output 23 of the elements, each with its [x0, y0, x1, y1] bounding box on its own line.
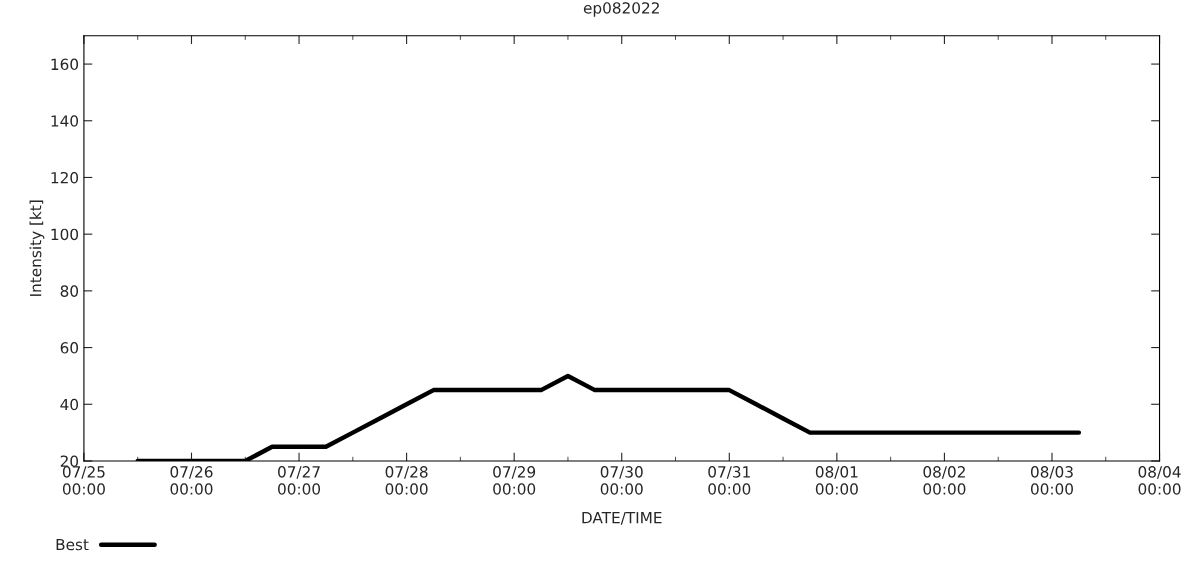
x-tick-label: 08/04 00:00	[1138, 466, 1181, 495]
x-tick-label: 07/29 00:00	[493, 466, 536, 495]
x-tick-label: 07/31 00:00	[708, 466, 751, 495]
y-tick-label: 80	[60, 285, 79, 297]
x-tick-label: 08/01 00:00	[815, 466, 858, 495]
x-tick-label: 07/25 00:00	[62, 466, 105, 495]
x-tick-label: 08/02 00:00	[923, 466, 966, 495]
y-tick-label: 40	[60, 398, 79, 411]
chart-title: ep082022	[583, 2, 659, 17]
x-tick-label: 07/27 00:00	[278, 466, 321, 495]
y-tick-label: 20	[60, 455, 79, 467]
y-tick-label: 120	[51, 171, 79, 184]
x-tick-label: 07/26 00:00	[170, 466, 213, 495]
y-tick-label: 60	[60, 342, 79, 354]
x-tick-label: 07/30 00:00	[600, 466, 643, 495]
x-tick-label: 08/03 00:00	[1030, 466, 1073, 495]
y-tick-label: 140	[51, 115, 79, 127]
legend-label: Best	[56, 538, 89, 551]
y-tick-label: 160	[51, 58, 79, 71]
x-tick-label: 07/28 00:00	[385, 466, 428, 495]
y-axis-title: Intensity [kt]	[29, 200, 45, 296]
y-tick-label: 100	[51, 228, 79, 241]
x-axis-title: DATE/TIME	[582, 512, 662, 525]
